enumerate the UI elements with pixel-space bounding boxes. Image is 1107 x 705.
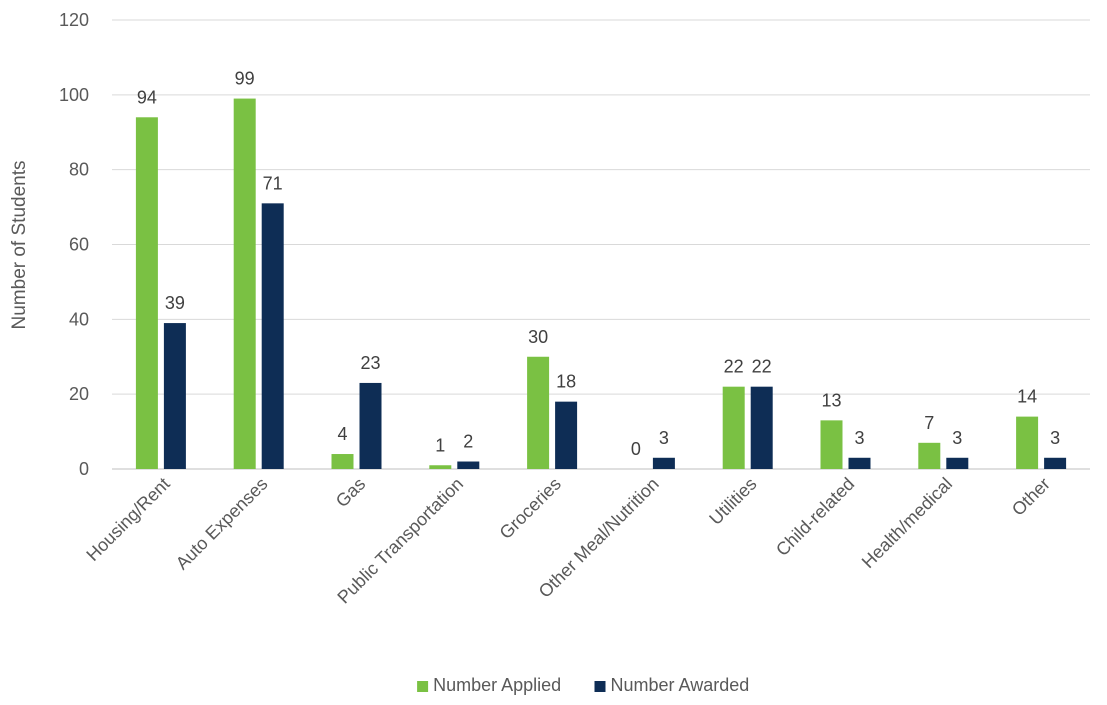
data-label: 18: [556, 372, 576, 392]
data-label: 71: [263, 173, 283, 193]
data-label: 39: [165, 293, 185, 313]
data-label: 30: [528, 327, 548, 347]
legend: Number Applied Number Awarded: [417, 675, 749, 695]
y-axis-title: Number of Students: [9, 161, 30, 330]
bar-number-applied: [1016, 416, 1039, 469]
bar-number-applied: [918, 442, 941, 469]
data-label: 99: [235, 69, 255, 89]
data-label: 22: [752, 357, 772, 377]
bar-number-awarded: [750, 386, 773, 469]
data-label: 3: [854, 428, 864, 448]
x-tick-label: Gas: [332, 474, 369, 511]
bar-number-applied: [331, 454, 354, 469]
bar-number-applied: [527, 356, 550, 469]
y-tick-label: 120: [59, 10, 89, 30]
legend-label: Number Applied: [433, 675, 561, 695]
bar-number-applied: [233, 98, 256, 469]
legend-swatch: [417, 681, 429, 692]
gridlines: [112, 19, 1090, 470]
bar-number-awarded: [261, 203, 284, 469]
bar-number-awarded: [555, 401, 578, 469]
data-label: 3: [952, 428, 962, 448]
x-tick-label: Auto Expenses: [172, 474, 272, 574]
bars: [135, 98, 1067, 470]
x-tick-label: Utilities: [705, 474, 760, 529]
x-tick-label: Health/medical: [858, 474, 956, 572]
y-tick-label: 60: [69, 235, 89, 255]
y-tick-label: 40: [69, 309, 89, 329]
x-tick-label: Child-related: [772, 474, 858, 560]
data-label: 3: [1050, 428, 1060, 448]
bar-number-awarded: [457, 461, 480, 469]
data-label: 22: [724, 357, 744, 377]
bar-number-awarded: [359, 382, 382, 469]
data-label: 23: [360, 353, 380, 373]
x-tick-label: Other: [1008, 474, 1054, 520]
bar-number-applied: [429, 465, 452, 469]
y-tick-label: 100: [59, 85, 89, 105]
bar-number-awarded: [1044, 457, 1067, 469]
legend-label: Number Awarded: [611, 675, 750, 695]
legend-swatch: [594, 681, 606, 692]
y-tick-label: 80: [69, 160, 89, 180]
bar-number-awarded: [946, 457, 969, 469]
legend-item-number-applied: Number Applied: [417, 675, 561, 695]
bar-number-applied: [135, 117, 158, 470]
y-tick-label: 0: [79, 459, 89, 479]
bar-number-applied: [722, 386, 745, 469]
x-tick-label: Housing/Rent: [82, 474, 173, 565]
y-axis-ticks: 0 20 40 60 80 100 120: [59, 10, 89, 479]
y-tick-label: 20: [69, 384, 89, 404]
data-label: 14: [1017, 387, 1037, 407]
bar-number-awarded: [848, 457, 871, 469]
data-label: 3: [659, 428, 669, 448]
data-label: 0: [631, 439, 641, 459]
data-label: 1: [435, 435, 445, 455]
data-label: 7: [924, 413, 934, 433]
legend-item-number-awarded: Number Awarded: [594, 675, 750, 695]
bar-number-awarded: [652, 457, 675, 469]
data-label: 2: [463, 432, 473, 452]
bar-number-awarded: [163, 323, 186, 469]
data-label: 94: [137, 87, 157, 107]
x-tick-label: Groceries: [496, 474, 565, 543]
bar-number-applied: [820, 420, 843, 469]
data-label: 13: [821, 390, 841, 410]
data-label: 4: [337, 424, 347, 444]
